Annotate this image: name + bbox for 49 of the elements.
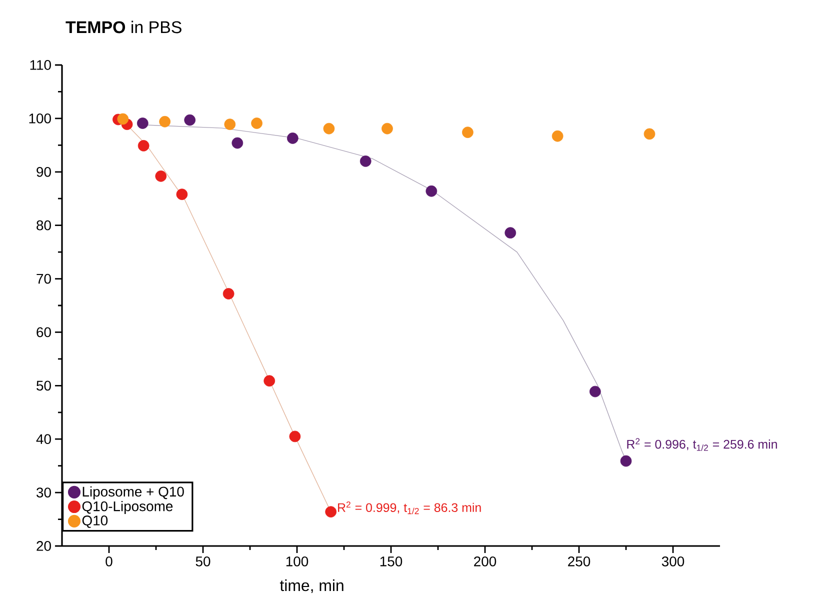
point [323, 122, 335, 134]
legend-label: Q10 [82, 516, 108, 528]
x-axis-title: time, min [280, 579, 344, 593]
y-tick-label: 60 [36, 327, 51, 338]
chart-title: TEMPO in PBS [66, 20, 182, 34]
point [644, 128, 656, 140]
point [382, 122, 393, 134]
point [117, 113, 129, 125]
point [462, 126, 474, 138]
y-tick-label: 110 [30, 60, 51, 70]
point [159, 116, 171, 128]
y-tick-label: 20 [36, 541, 51, 551]
x-tick-label: 50 [196, 556, 210, 566]
point [138, 140, 150, 152]
legend-label: Liposome + Q10 [82, 486, 184, 500]
legend-label: Q10-Liposome [82, 500, 173, 514]
x-tick-label: 0 [106, 556, 112, 566]
point [287, 132, 298, 144]
y-tick-label: 100 [29, 114, 51, 124]
y-tick-label: 40 [36, 434, 51, 444]
x-tick-label: 250 [568, 556, 590, 566]
point [232, 137, 244, 149]
y-tick-label: 90 [36, 166, 51, 177]
y-tick-label: 50 [36, 380, 51, 391]
y-tick-label: 80 [36, 220, 51, 230]
point [251, 118, 262, 129]
point [136, 118, 148, 129]
point [589, 386, 601, 398]
point [620, 455, 632, 467]
x-tick-label: 300 [662, 556, 684, 566]
point [360, 156, 372, 167]
point [426, 185, 438, 197]
x-tick-label: 200 [474, 556, 496, 566]
point [264, 375, 276, 387]
y-tick-label: 70 [36, 274, 51, 284]
point [289, 430, 301, 442]
x-tick-label: 150 [380, 556, 402, 566]
point [504, 227, 516, 238]
annotation: R$^{2}$ = 0.999, t$_{1/2}$ = 86.3 min [338, 501, 481, 514]
point [552, 130, 564, 142]
point [184, 114, 196, 126]
x-tick-label: 100 [286, 556, 308, 566]
point [176, 188, 188, 200]
y-tick-label: 30 [36, 488, 51, 498]
annotation: R$^{2}$ = 0.996, t$_{1/2}$ = 259.6 min [627, 438, 777, 451]
point [224, 118, 236, 130]
point [325, 506, 337, 518]
point [155, 170, 167, 182]
point [222, 288, 234, 300]
